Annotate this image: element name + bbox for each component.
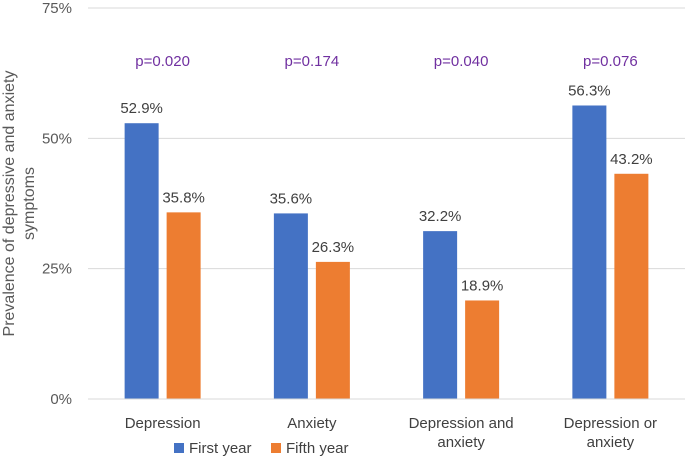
bar-first-year — [572, 105, 607, 400]
p-value-annotation: p=0.020 — [135, 53, 190, 70]
bar-first-year — [124, 123, 159, 400]
p-value-annotation: p=0.076 — [583, 53, 638, 70]
bar-fifth-year — [166, 212, 201, 399]
data-label: 26.3% — [312, 239, 355, 256]
category-label: Anxiety — [287, 415, 337, 432]
data-label: 35.6% — [270, 190, 313, 207]
bar-fifth-year — [614, 173, 649, 399]
p-value-annotation: p=0.040 — [434, 53, 489, 70]
category-label: Depression and — [409, 415, 514, 432]
bar-first-year — [273, 213, 308, 399]
p-value-annotation: p=0.174 — [285, 53, 340, 70]
data-label: 18.9% — [461, 277, 504, 294]
data-label: 56.3% — [568, 82, 611, 99]
bar-fifth-year — [315, 261, 350, 399]
y-axis-title-line1: Prevalence of depressive and anxiety — [1, 71, 18, 337]
data-label: 32.2% — [419, 208, 462, 225]
data-label: 52.9% — [120, 100, 163, 117]
bar-fifth-year — [465, 300, 500, 399]
legend-swatch-first-year — [174, 443, 184, 453]
data-label: 35.8% — [162, 189, 205, 206]
y-axis-title: Prevalence of depressive and anxiety symp… — [1, 71, 38, 337]
data-label: 43.2% — [610, 151, 653, 168]
bar-first-year — [423, 231, 458, 399]
y-tick-label: 25% — [42, 261, 72, 278]
y-tick-label: 75% — [42, 0, 72, 17]
y-tick-label: 0% — [50, 391, 72, 408]
legend-label: First year — [189, 440, 252, 457]
category-label: Depression or — [564, 415, 657, 432]
category-label: anxiety — [587, 434, 635, 451]
legend-swatch-fifth-year — [271, 443, 281, 453]
category-label: anxiety — [437, 434, 485, 451]
y-tick-label: 50% — [42, 130, 72, 147]
legend-label: Fifth year — [286, 440, 349, 457]
y-axis-title-line2: symptoms — [21, 167, 38, 240]
category-label: Depression — [125, 415, 201, 432]
